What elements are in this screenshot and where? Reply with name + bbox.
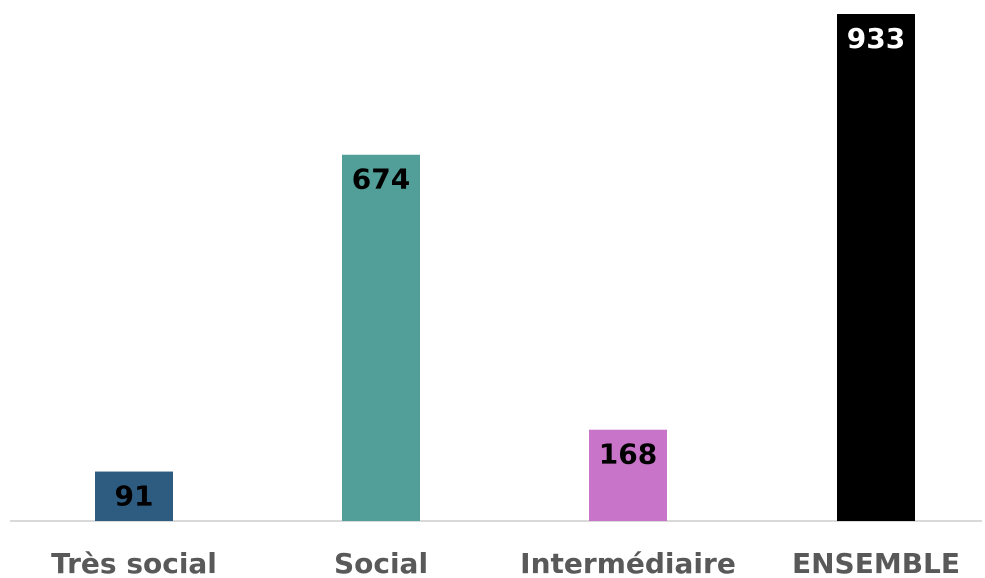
value-label-0: 91	[115, 480, 154, 513]
value-label-3: 933	[847, 22, 905, 55]
category-label-0: Très social	[51, 547, 217, 578]
bar-1	[342, 154, 420, 521]
category-label-2: Intermédiaire	[520, 547, 736, 578]
value-labels-group: 91 674 168 933	[115, 22, 906, 513]
bar-2	[589, 429, 667, 521]
bar-0	[95, 471, 173, 521]
value-label-1: 674	[352, 163, 410, 196]
category-label-3: ENSEMBLE	[792, 547, 960, 578]
category-labels-group: Très social Social Intermédiaire ENSEMBLE	[51, 547, 960, 578]
category-label-1: Social	[334, 547, 428, 578]
value-label-2: 168	[599, 438, 657, 471]
bar-3	[837, 14, 915, 521]
bars-group	[95, 14, 915, 521]
